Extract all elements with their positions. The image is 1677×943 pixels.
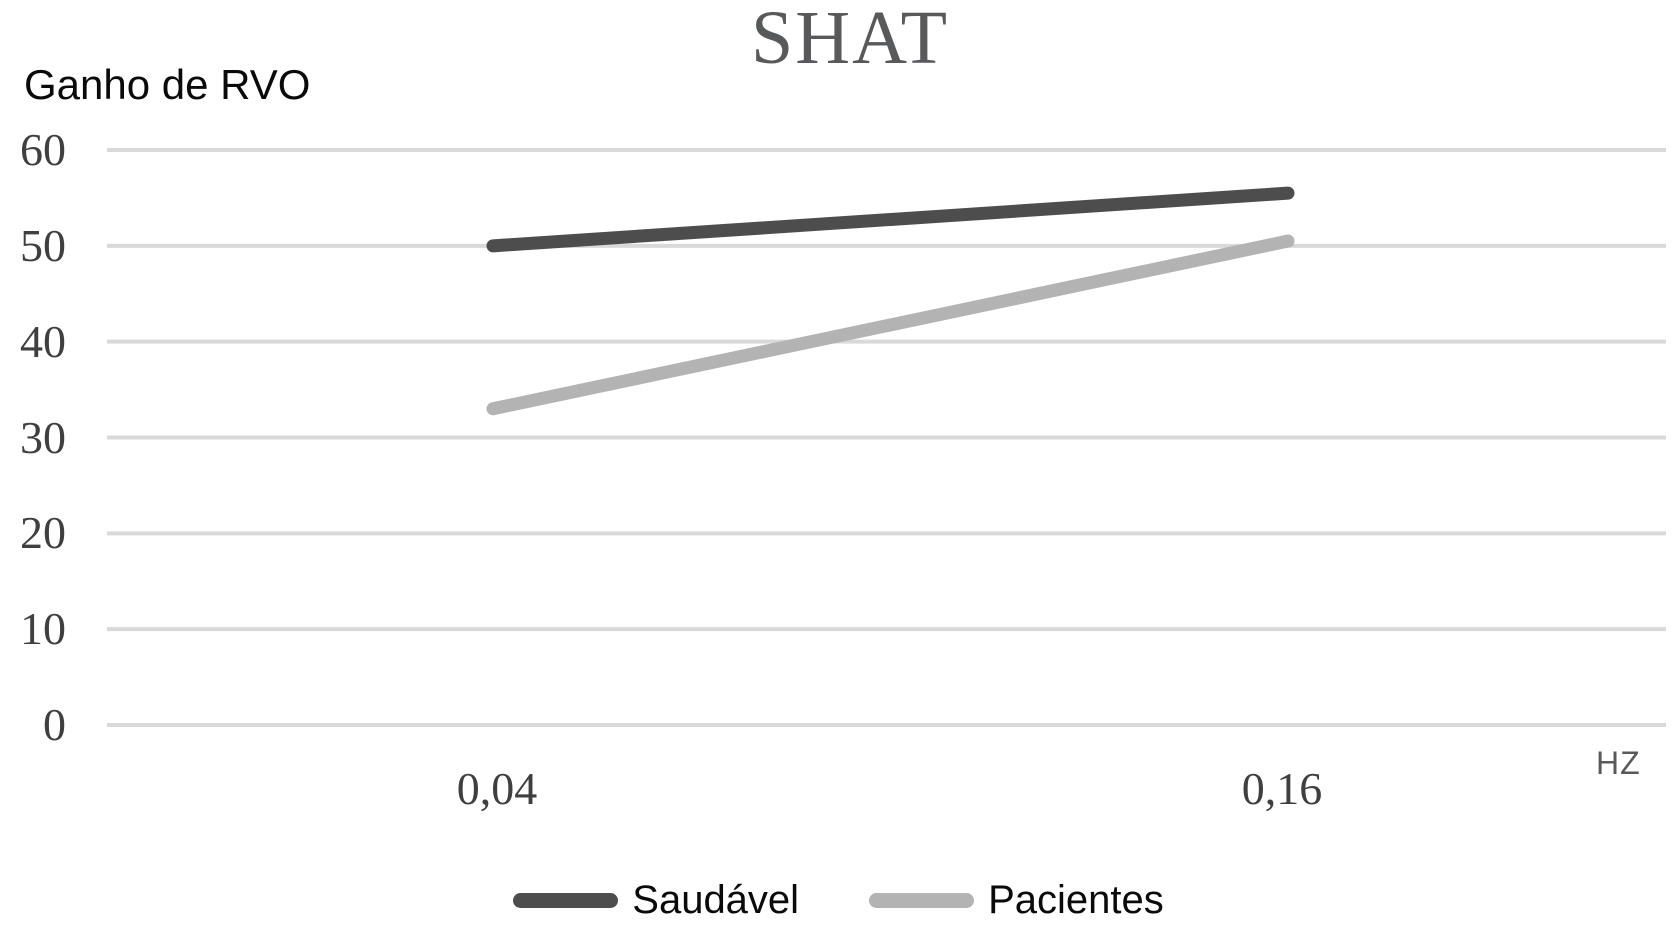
legend-item-pacientes: Pacientes	[869, 876, 1164, 924]
y-tick-label: 0	[43, 699, 66, 750]
x-tick-label-004: 0,04	[456, 763, 538, 814]
y-tick-label: 30	[20, 411, 66, 463]
legend-label-saudavel: Saudável	[632, 878, 800, 922]
series-line-1	[486, 234, 1295, 416]
y-tick-label: 10	[20, 603, 66, 655]
pacientes-line-swatch	[869, 892, 975, 908]
legend-item-saudavel: Saudável	[513, 876, 799, 924]
legend-label-pacientes: Pacientes	[988, 878, 1164, 922]
x-tick-label-016: 0,16	[1241, 763, 1323, 814]
y-tick-label: 60	[20, 124, 66, 175]
y-axis-title: Ganho de RVO	[24, 61, 311, 108]
legend: Saudável Pacientes	[0, 876, 1677, 924]
chart-title: SHAT	[750, 0, 950, 80]
y-tick-label: 40	[20, 315, 66, 367]
x-axis-unit-label: HZ	[1596, 745, 1641, 781]
y-tick-label: 20	[20, 507, 66, 559]
series-line-0	[486, 186, 1295, 253]
saudavel-line-swatch	[513, 892, 619, 908]
y-tick-label: 50	[20, 219, 66, 271]
